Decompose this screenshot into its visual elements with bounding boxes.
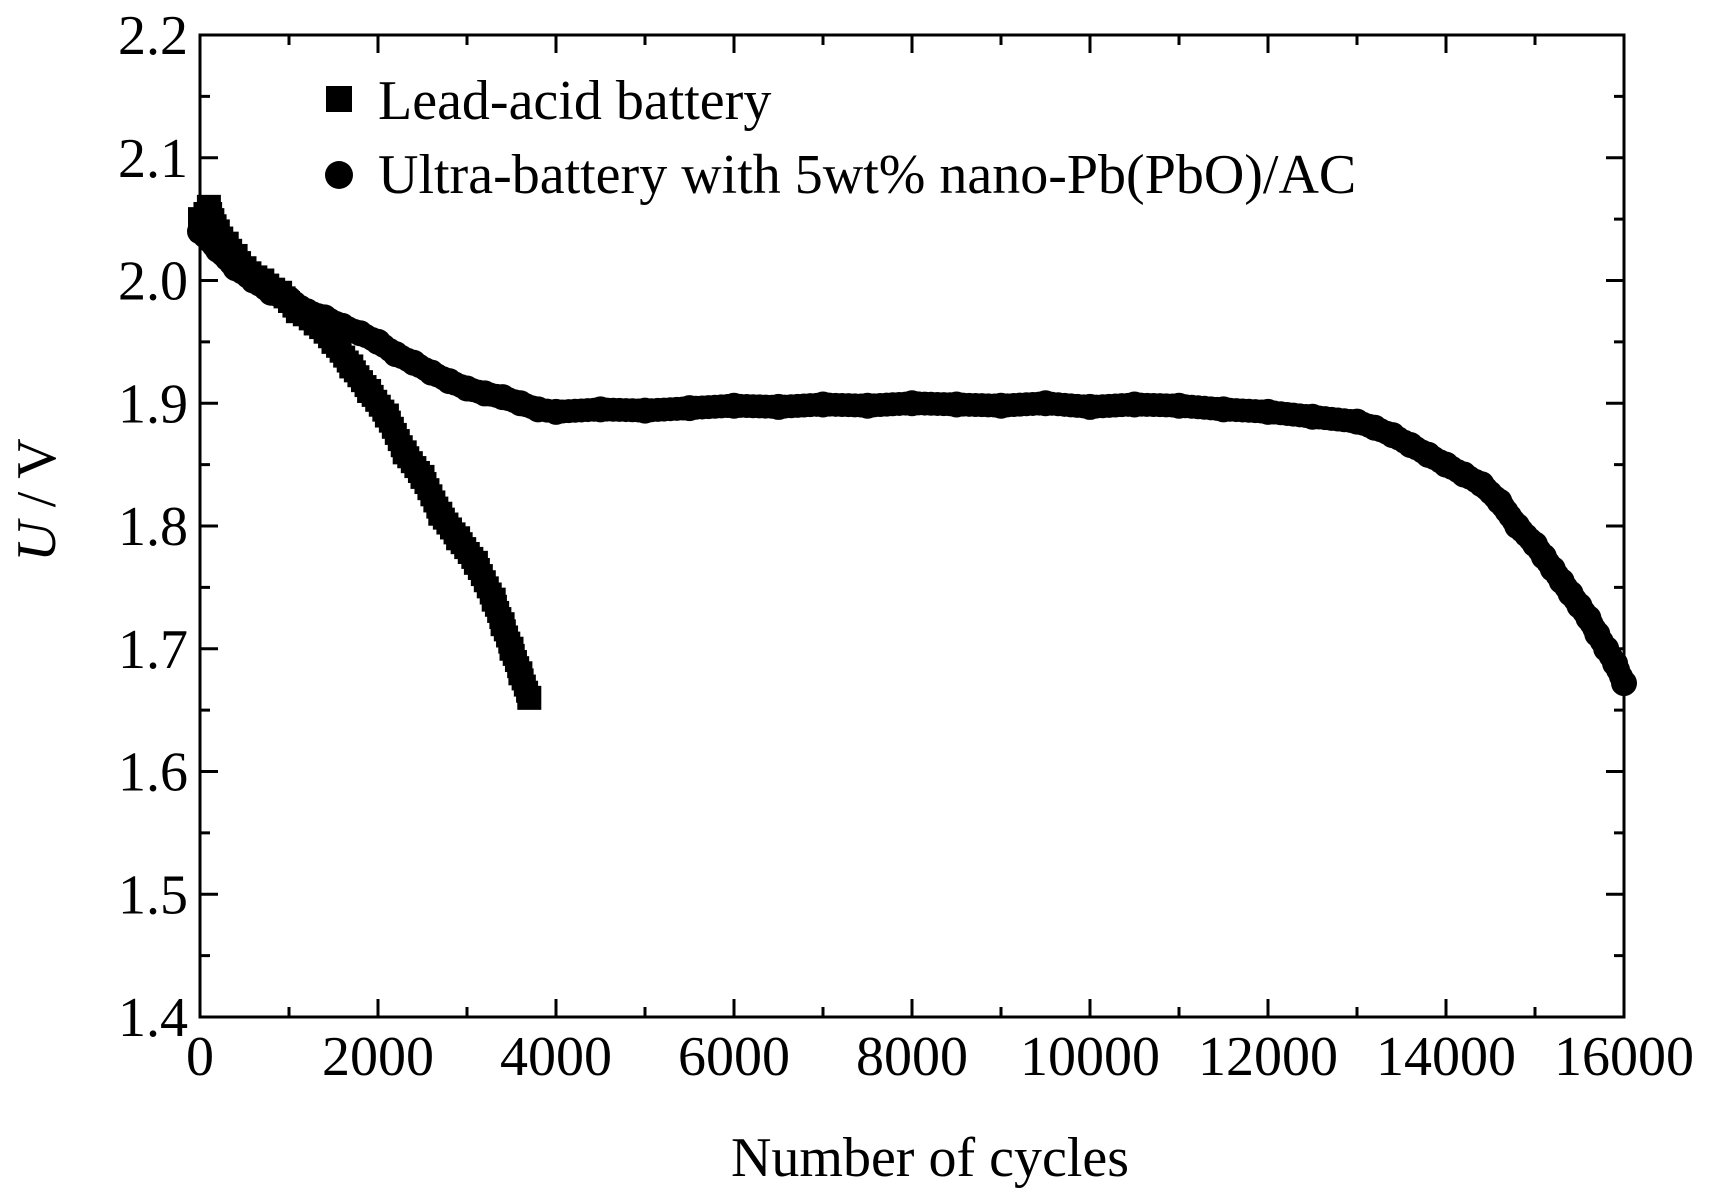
x-tick-label: 10000: [1020, 1026, 1160, 1088]
legend-label-lead-acid: Lead-acid battery: [378, 70, 771, 132]
legend-marker-ultra-battery: [325, 161, 353, 189]
series-1-point: [1166, 392, 1192, 419]
x-tick-label: 12000: [1198, 1026, 1338, 1088]
series-1-point: [204, 236, 231, 263]
series-1-point: [1210, 396, 1237, 423]
y-tick-label: 1.4: [118, 987, 188, 1049]
axis-ticks: [198, 33, 1626, 1019]
y-axis-label: U / V: [6, 438, 68, 561]
series-0-point: [517, 685, 542, 710]
x-tick-label: 4000: [500, 1026, 612, 1088]
series-0-point: [410, 464, 435, 489]
series-0-point: [392, 440, 417, 465]
x-tick-label: 8000: [856, 1026, 968, 1088]
plot-markers: [187, 194, 1637, 710]
series-1-point: [765, 393, 792, 420]
legend-marker-lead-acid: [326, 86, 352, 112]
y-tick-label: 2.1: [118, 128, 188, 190]
y-tick-label: 1.8: [118, 496, 188, 558]
series-1-point: [988, 392, 1014, 419]
x-tick-label: 6000: [678, 1026, 790, 1088]
series-1-point: [1299, 403, 1326, 430]
y-axis-label-unit: / V: [6, 438, 68, 521]
y-tick-label: 1.7: [118, 619, 188, 681]
series-1-point: [943, 391, 970, 418]
y-tick-label: 2.0: [118, 251, 188, 313]
series-1-point: [543, 398, 569, 425]
x-tick-label: 0: [186, 1026, 214, 1088]
y-axis-label-symbol: U: [6, 518, 68, 562]
series-1-point: [632, 397, 658, 424]
series-0-point: [481, 587, 506, 612]
x-tick-label: 16000: [1554, 1026, 1694, 1088]
legend: Lead-acid battery Ultra-battery with 5wt…: [325, 70, 1356, 206]
series-1-point: [1077, 393, 1103, 420]
series-0-point: [446, 526, 471, 551]
series-0-point: [508, 661, 533, 686]
series-0-point: [374, 403, 399, 428]
series-1-point: [676, 395, 703, 422]
series-0-point: [499, 636, 524, 661]
series-0-point: [490, 612, 515, 637]
series-1-point: [1504, 513, 1531, 539]
series-1-point: [1255, 398, 1281, 425]
series-1-point: [721, 392, 747, 419]
y-tick-label: 1.6: [118, 742, 188, 804]
tick-labels: 0 2000 4000 6000 8000 10000 12000 14000 16000 1.4…: [118, 5, 1694, 1088]
series-1-point: [587, 396, 614, 423]
series-0-point: [339, 354, 364, 379]
series-1-point: [1121, 391, 1148, 418]
series-0-point: [463, 550, 488, 575]
series-1-point: [810, 391, 836, 418]
y-tick-label: 2.2: [118, 5, 188, 67]
series-1-point: [1486, 488, 1513, 515]
x-axis-label: Number of cycles: [731, 1127, 1129, 1189]
series-1-point: [1032, 390, 1059, 417]
series-0-point: [428, 501, 453, 526]
x-tick-label: 2000: [322, 1026, 434, 1088]
series-1-point: [899, 390, 925, 417]
series-1-point: [1468, 471, 1495, 498]
x-tick-label: 14000: [1376, 1026, 1516, 1088]
series-1-point: [854, 392, 881, 419]
legend-label-ultra-battery: Ultra-battery with 5wt% nano-Pb(PbO)/AC: [378, 144, 1356, 206]
y-tick-label: 1.5: [118, 864, 188, 926]
series-0-point: [357, 378, 382, 403]
series-1-point: [1602, 650, 1629, 677]
y-tick-label: 1.9: [118, 373, 188, 435]
